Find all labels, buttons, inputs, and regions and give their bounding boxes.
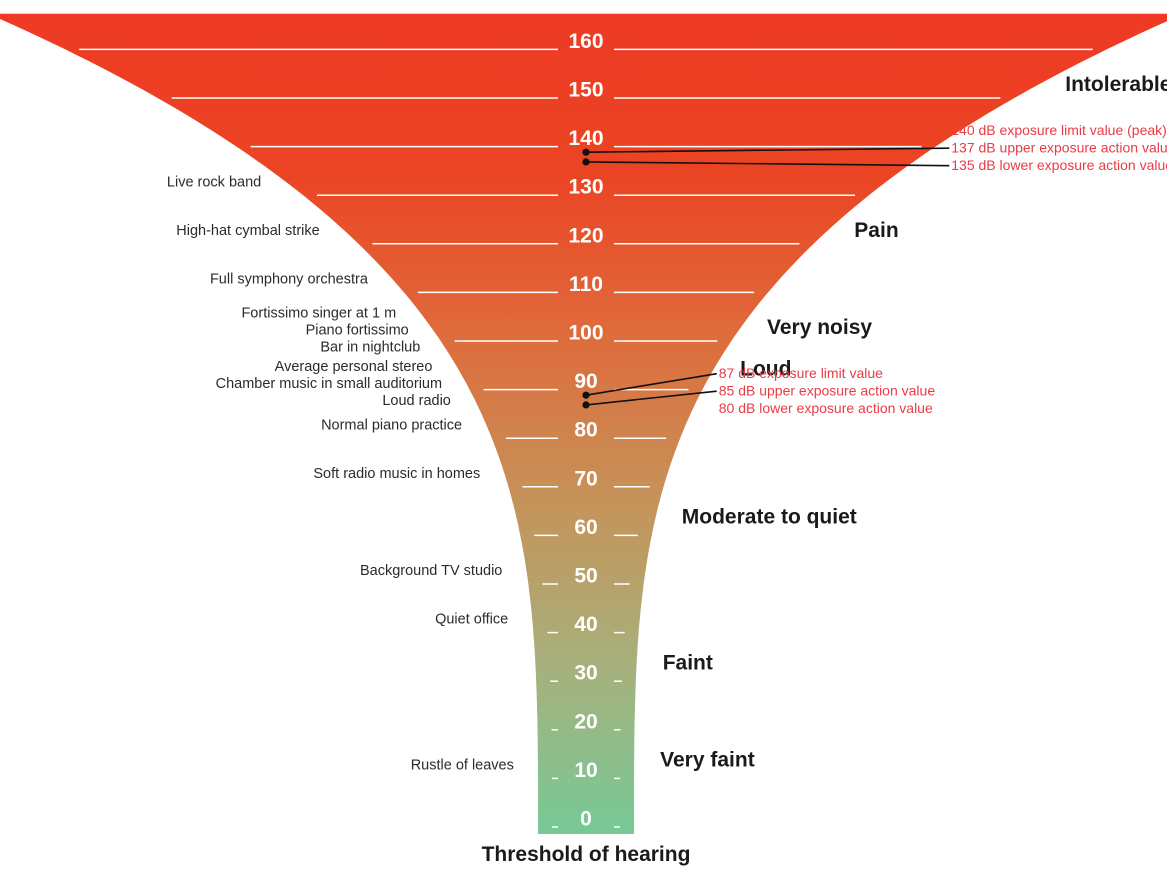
tick-label: 10 [574, 759, 597, 782]
sound-source-label: Loud radio [382, 393, 451, 409]
loudness-category-label: Pain [854, 219, 898, 242]
tick-label: 40 [574, 613, 597, 636]
funnel-shape [0, 13, 1167, 834]
sound-source-label: Full symphony orchestra [210, 272, 369, 288]
sound-source-label: High-hat cymbal strike [176, 223, 319, 239]
tick-label: 110 [569, 273, 603, 296]
loudness-category-labels: Intolerable Pain Very noisy Loud Moderate to… [660, 73, 1167, 772]
sound-source-label: Bar in nightclub [320, 340, 420, 356]
tick-label: 160 [568, 30, 603, 53]
sound-source-label: Quiet office [435, 612, 508, 628]
tick-label: 120 [568, 224, 603, 247]
sound-source-label: Average personal stereo [275, 359, 433, 375]
loudness-category-label: Loud [740, 357, 791, 380]
tick-label: 60 [574, 516, 597, 539]
sound-source-label: Soft radio music in homes [313, 466, 480, 482]
sound-source-labels: Live rock band High-hat cymbal strike Full… [167, 174, 514, 773]
loudness-category-label: Very noisy [767, 316, 872, 339]
threshold-caption: Threshold of hearing [482, 843, 691, 866]
tick-label: 70 [574, 467, 597, 490]
exposure-leader-line [585, 147, 950, 153]
exposure-leader-line [585, 161, 950, 167]
tick-label: 50 [574, 565, 597, 588]
exposure-leader-line [585, 372, 717, 396]
sound-source-label: Background TV studio [360, 563, 502, 579]
tick-label: 0 [580, 808, 592, 831]
exposure-limit-annotations: 140 dB exposure limit value (peak) 137 dB… [582, 122, 1167, 416]
tick-label: 140 [568, 127, 603, 150]
loudness-category-label: Moderate to quiet [682, 506, 857, 529]
tick-label: 20 [574, 710, 597, 733]
tick-label: 150 [568, 79, 603, 102]
sound-source-label: Normal piano practice [321, 417, 462, 433]
scale-ticks: 0 10 20 30 40 50 60 70 80 90 100 110 120 130 140 150 160 [79, 30, 1093, 831]
exposure-limit-label: 135 dB lower exposure action value (peak… [951, 157, 1167, 173]
tick-label: 90 [574, 370, 597, 393]
tick-label: 30 [574, 662, 597, 685]
loudness-category-label: Intolerable [1065, 73, 1167, 96]
exposure-limit-label: 87 dB exposure limit value [719, 365, 883, 381]
sound-source-label: Live rock band [167, 174, 261, 190]
tick-label: 100 [568, 322, 603, 345]
exposure-limit-label: 85 dB upper exposure action value [719, 383, 936, 399]
exposure-limit-label: 137 dB upper exposure action value (peak… [951, 140, 1167, 156]
loudness-category-label: Very faint [660, 749, 755, 772]
sound-source-label: Fortissimo singer at 1 m [241, 306, 396, 322]
sound-source-label: Chamber music in small auditorium [216, 376, 442, 392]
tick-label: 80 [574, 419, 597, 442]
tick-label: 130 [568, 176, 603, 199]
loudness-category-label: Faint [663, 651, 713, 674]
sound-source-label: Rustle of leaves [411, 758, 514, 774]
exposure-leader-line [585, 390, 717, 406]
exposure-limit-label: 80 dB lower exposure action value [719, 400, 933, 416]
sound-source-label: Piano fortissimo [306, 323, 409, 339]
exposure-limit-label: 140 dB exposure limit value (peak) [951, 122, 1167, 138]
